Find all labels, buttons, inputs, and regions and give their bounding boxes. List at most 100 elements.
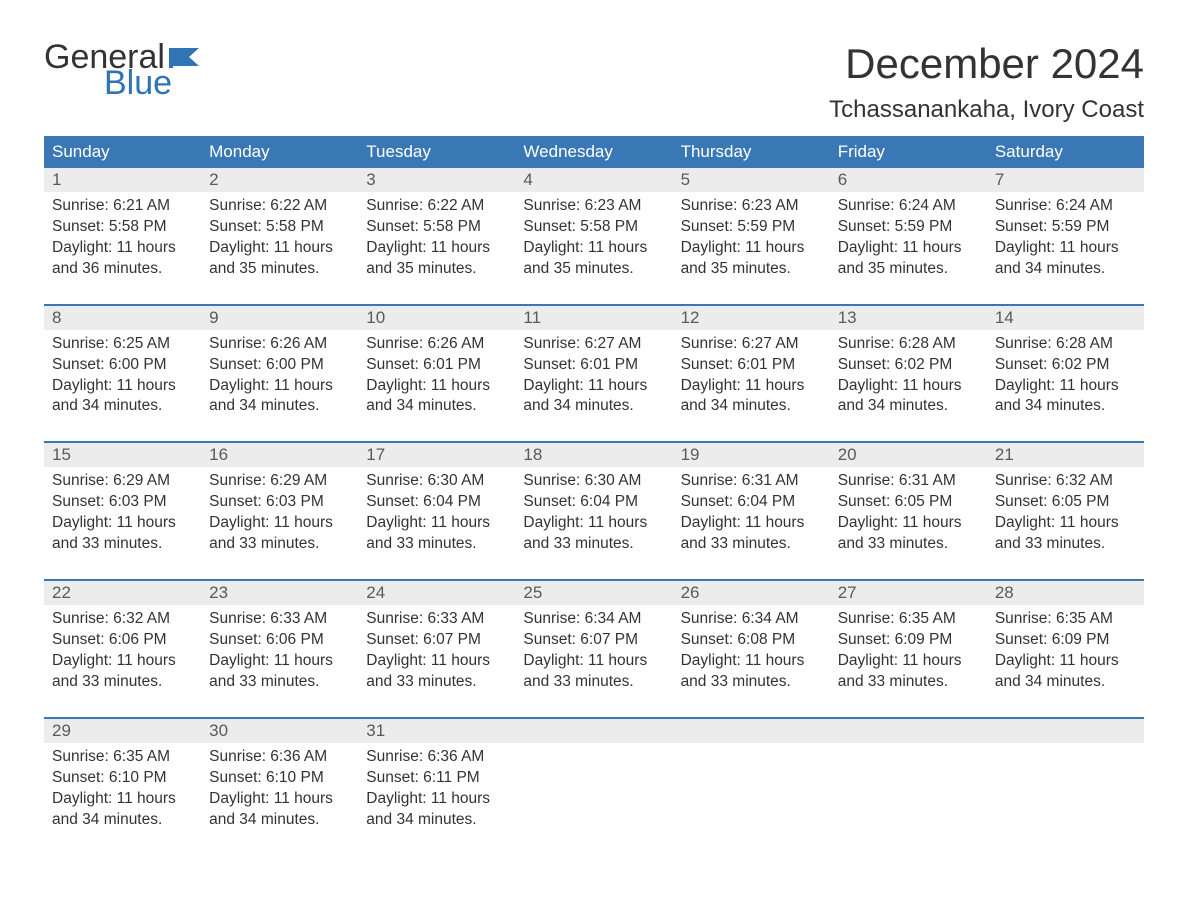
- daylight-text: Daylight: 11 hours: [366, 238, 507, 259]
- sunrise-text: Sunrise: 6:23 AM: [523, 196, 664, 217]
- daylight-text: and 34 minutes.: [366, 810, 507, 831]
- daylight-text: Daylight: 11 hours: [52, 238, 193, 259]
- sunrise-text: Sunrise: 6:31 AM: [681, 471, 822, 492]
- day-number: 31: [358, 719, 515, 743]
- day-cell: [830, 743, 987, 841]
- day-number: 5: [673, 168, 830, 192]
- daylight-text: Daylight: 11 hours: [995, 513, 1136, 534]
- sunrise-text: Sunrise: 6:30 AM: [366, 471, 507, 492]
- sunset-text: Sunset: 5:59 PM: [681, 217, 822, 238]
- daylight-text: Daylight: 11 hours: [52, 376, 193, 397]
- daylight-text: Daylight: 11 hours: [209, 376, 350, 397]
- daylight-text: and 33 minutes.: [209, 672, 350, 693]
- day-number: 11: [515, 306, 672, 330]
- daylight-text: and 35 minutes.: [523, 259, 664, 280]
- sunrise-text: Sunrise: 6:21 AM: [52, 196, 193, 217]
- calendar-week: 293031Sunrise: 6:35 AMSunset: 6:10 PMDay…: [44, 717, 1144, 841]
- day-cell: Sunrise: 6:34 AMSunset: 6:08 PMDaylight:…: [673, 605, 830, 703]
- day-number: 8: [44, 306, 201, 330]
- day-cell: Sunrise: 6:29 AMSunset: 6:03 PMDaylight:…: [44, 467, 201, 565]
- day-cell: Sunrise: 6:27 AMSunset: 6:01 PMDaylight:…: [515, 330, 672, 428]
- day-number: 30: [201, 719, 358, 743]
- day-number: 28: [987, 581, 1144, 605]
- daylight-text: and 34 minutes.: [366, 396, 507, 417]
- day-cell: Sunrise: 6:35 AMSunset: 6:09 PMDaylight:…: [830, 605, 987, 703]
- logo-text-blue: Blue: [44, 66, 203, 100]
- day-cell: Sunrise: 6:23 AMSunset: 5:58 PMDaylight:…: [515, 192, 672, 290]
- page-header: General Blue December 2024 Tchassanankah…: [44, 40, 1144, 124]
- sunrise-text: Sunrise: 6:29 AM: [52, 471, 193, 492]
- day-cell: Sunrise: 6:32 AMSunset: 6:06 PMDaylight:…: [44, 605, 201, 703]
- sunset-text: Sunset: 6:05 PM: [838, 492, 979, 513]
- daylight-text: Daylight: 11 hours: [681, 651, 822, 672]
- day-cell: Sunrise: 6:35 AMSunset: 6:09 PMDaylight:…: [987, 605, 1144, 703]
- daylight-text: Daylight: 11 hours: [52, 789, 193, 810]
- day-cell: Sunrise: 6:23 AMSunset: 5:59 PMDaylight:…: [673, 192, 830, 290]
- daylight-text: Daylight: 11 hours: [523, 238, 664, 259]
- sunset-text: Sunset: 6:03 PM: [52, 492, 193, 513]
- sunset-text: Sunset: 6:02 PM: [995, 355, 1136, 376]
- sunrise-text: Sunrise: 6:22 AM: [209, 196, 350, 217]
- weekday-label: Tuesday: [358, 136, 515, 168]
- daylight-text: and 33 minutes.: [366, 534, 507, 555]
- day-cell: Sunrise: 6:24 AMSunset: 5:59 PMDaylight:…: [987, 192, 1144, 290]
- sunset-text: Sunset: 6:07 PM: [366, 630, 507, 651]
- day-number: 2: [201, 168, 358, 192]
- weekday-label: Monday: [201, 136, 358, 168]
- sunset-text: Sunset: 6:01 PM: [366, 355, 507, 376]
- sunset-text: Sunset: 6:09 PM: [995, 630, 1136, 651]
- calendar: Sunday Monday Tuesday Wednesday Thursday…: [44, 136, 1144, 840]
- calendar-week: 15161718192021Sunrise: 6:29 AMSunset: 6:…: [44, 441, 1144, 565]
- daylight-text: Daylight: 11 hours: [209, 238, 350, 259]
- sunrise-text: Sunrise: 6:22 AM: [366, 196, 507, 217]
- daylight-text: and 34 minutes.: [681, 396, 822, 417]
- daylight-text: and 33 minutes.: [52, 534, 193, 555]
- daylight-text: and 33 minutes.: [523, 534, 664, 555]
- sunrise-text: Sunrise: 6:31 AM: [838, 471, 979, 492]
- day-number: 9: [201, 306, 358, 330]
- day-number-row: 15161718192021: [44, 443, 1144, 467]
- day-number: 20: [830, 443, 987, 467]
- weekday-label: Saturday: [987, 136, 1144, 168]
- sunset-text: Sunset: 6:06 PM: [209, 630, 350, 651]
- day-cell: Sunrise: 6:32 AMSunset: 6:05 PMDaylight:…: [987, 467, 1144, 565]
- daylight-text: Daylight: 11 hours: [995, 651, 1136, 672]
- sunrise-text: Sunrise: 6:23 AM: [681, 196, 822, 217]
- sunrise-text: Sunrise: 6:26 AM: [209, 334, 350, 355]
- day-number: 24: [358, 581, 515, 605]
- daylight-text: Daylight: 11 hours: [52, 513, 193, 534]
- daylight-text: Daylight: 11 hours: [681, 238, 822, 259]
- day-cell: Sunrise: 6:24 AMSunset: 5:59 PMDaylight:…: [830, 192, 987, 290]
- weekday-label: Friday: [830, 136, 987, 168]
- day-number: 23: [201, 581, 358, 605]
- daylight-text: and 33 minutes.: [209, 534, 350, 555]
- day-cell: Sunrise: 6:26 AMSunset: 6:00 PMDaylight:…: [201, 330, 358, 428]
- day-cell: Sunrise: 6:25 AMSunset: 6:00 PMDaylight:…: [44, 330, 201, 428]
- sunrise-text: Sunrise: 6:34 AM: [681, 609, 822, 630]
- sunset-text: Sunset: 6:02 PM: [838, 355, 979, 376]
- daylight-text: and 33 minutes.: [366, 672, 507, 693]
- daylight-text: Daylight: 11 hours: [995, 376, 1136, 397]
- day-number: 7: [987, 168, 1144, 192]
- sunset-text: Sunset: 6:11 PM: [366, 768, 507, 789]
- daylight-text: Daylight: 11 hours: [523, 513, 664, 534]
- sunset-text: Sunset: 6:10 PM: [52, 768, 193, 789]
- day-cell: Sunrise: 6:36 AMSunset: 6:10 PMDaylight:…: [201, 743, 358, 841]
- sunset-text: Sunset: 5:58 PM: [523, 217, 664, 238]
- calendar-week: 22232425262728Sunrise: 6:32 AMSunset: 6:…: [44, 579, 1144, 703]
- day-number: 13: [830, 306, 987, 330]
- sunset-text: Sunset: 5:59 PM: [995, 217, 1136, 238]
- day-number: 25: [515, 581, 672, 605]
- daylight-text: and 36 minutes.: [52, 259, 193, 280]
- day-number: 4: [515, 168, 672, 192]
- sunset-text: Sunset: 6:04 PM: [681, 492, 822, 513]
- day-number: 21: [987, 443, 1144, 467]
- day-number: 29: [44, 719, 201, 743]
- sunset-text: Sunset: 6:01 PM: [523, 355, 664, 376]
- day-number: 17: [358, 443, 515, 467]
- daylight-text: and 33 minutes.: [838, 534, 979, 555]
- day-cell: Sunrise: 6:26 AMSunset: 6:01 PMDaylight:…: [358, 330, 515, 428]
- day-cell: Sunrise: 6:21 AMSunset: 5:58 PMDaylight:…: [44, 192, 201, 290]
- daylight-text: and 33 minutes.: [523, 672, 664, 693]
- daylight-text: and 34 minutes.: [209, 810, 350, 831]
